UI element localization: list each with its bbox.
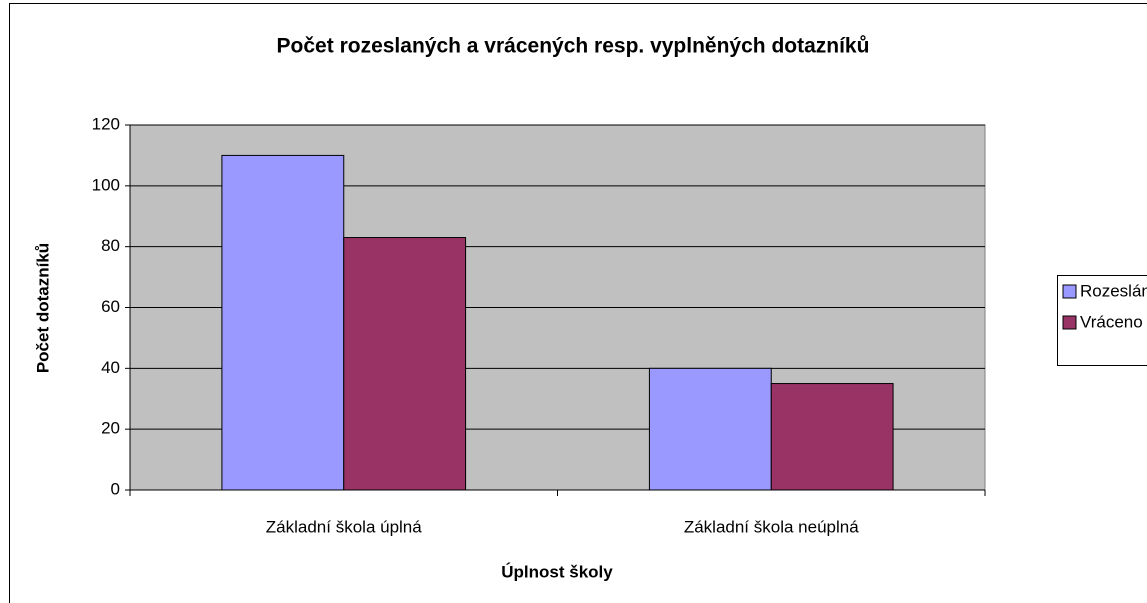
- x-tick-label: Základní škola neúplná: [684, 517, 859, 536]
- legend-label: Rozesláno: [1080, 281, 1147, 300]
- bar: [770, 383, 894, 491]
- x-tick-label: Základní škola úplná: [266, 517, 422, 536]
- y-axis-label: Počet dotazníků: [33, 243, 52, 373]
- legend-label: Vráceno: [1080, 312, 1143, 331]
- y-tick-label: 60: [101, 297, 120, 316]
- y-tick-label: 20: [101, 419, 120, 438]
- bar: [221, 154, 345, 491]
- y-tick-label: 80: [101, 236, 120, 255]
- legend-swatch: [1062, 315, 1077, 330]
- bar: [343, 237, 467, 491]
- y-tick-label: 120: [92, 114, 120, 133]
- legend-swatch: [1062, 284, 1077, 299]
- x-axis-label: Úplnost školy: [501, 562, 613, 581]
- y-tick-label: 0: [111, 479, 120, 498]
- chart-title: Počet rozeslaných a vrácených resp. vypl…: [277, 35, 870, 58]
- y-tick-label: 100: [92, 175, 120, 194]
- bar: [648, 367, 772, 491]
- y-tick-label: 40: [101, 358, 120, 377]
